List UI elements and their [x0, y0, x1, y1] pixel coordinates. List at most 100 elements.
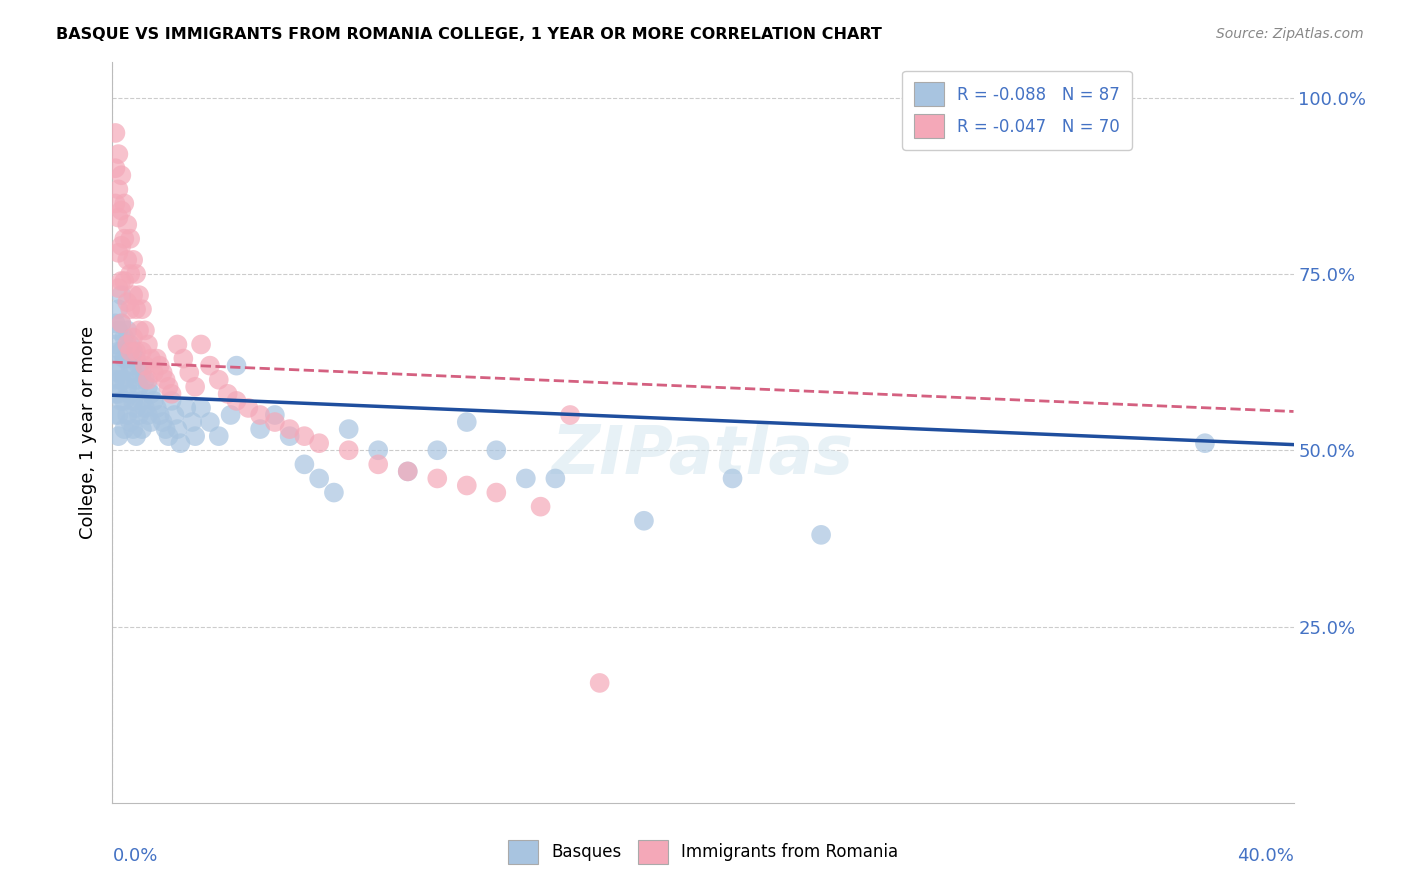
- Point: [278, 429, 301, 443]
- Point: [107, 344, 129, 359]
- Point: [117, 295, 138, 310]
- Point: [125, 401, 148, 415]
- Point: [117, 351, 138, 366]
- Point: [107, 429, 129, 443]
- Point: [128, 380, 150, 394]
- Point: [128, 359, 150, 373]
- Point: [558, 408, 582, 422]
- Point: [152, 366, 174, 380]
- Point: [107, 323, 129, 337]
- Point: [110, 393, 132, 408]
- Text: Source: ZipAtlas.com: Source: ZipAtlas.com: [1216, 27, 1364, 41]
- Point: [104, 126, 127, 140]
- Point: [136, 408, 159, 422]
- Point: [292, 429, 315, 443]
- Text: 0.0%: 0.0%: [112, 847, 157, 865]
- Point: [131, 393, 153, 408]
- Point: [122, 422, 145, 436]
- Point: [292, 458, 315, 472]
- Point: [117, 218, 138, 232]
- Point: [110, 168, 132, 182]
- Point: [184, 429, 207, 443]
- Point: [396, 464, 419, 478]
- Point: [110, 274, 132, 288]
- Point: [219, 408, 242, 422]
- Point: [120, 387, 142, 401]
- Point: [166, 337, 188, 351]
- Point: [721, 471, 744, 485]
- Point: [208, 429, 231, 443]
- Point: [1194, 436, 1216, 450]
- Point: [238, 401, 260, 415]
- Point: [367, 443, 389, 458]
- Point: [367, 458, 389, 472]
- Point: [117, 252, 138, 267]
- Point: [264, 408, 287, 422]
- Point: [174, 401, 197, 415]
- Point: [136, 373, 159, 387]
- Point: [120, 302, 142, 317]
- Point: [529, 500, 551, 514]
- Point: [112, 274, 135, 288]
- Point: [112, 232, 135, 246]
- Y-axis label: College, 1 year or more: College, 1 year or more: [79, 326, 97, 539]
- Point: [128, 288, 150, 302]
- Point: [208, 373, 231, 387]
- Point: [134, 373, 156, 387]
- Point: [166, 422, 188, 436]
- Point: [112, 422, 135, 436]
- Point: [131, 344, 153, 359]
- Point: [396, 464, 419, 478]
- Point: [120, 267, 142, 281]
- Point: [157, 429, 180, 443]
- Point: [149, 408, 172, 422]
- Point: [117, 337, 138, 351]
- Point: [485, 443, 508, 458]
- Point: [122, 366, 145, 380]
- Point: [136, 337, 159, 351]
- Point: [104, 337, 127, 351]
- Point: [225, 393, 247, 408]
- Point: [120, 415, 142, 429]
- Point: [155, 373, 177, 387]
- Point: [163, 408, 186, 422]
- Point: [107, 281, 129, 295]
- Point: [198, 359, 221, 373]
- Point: [125, 267, 148, 281]
- Point: [128, 408, 150, 422]
- Point: [249, 422, 271, 436]
- Point: [104, 387, 127, 401]
- Point: [633, 514, 655, 528]
- Point: [155, 422, 177, 436]
- Point: [146, 401, 169, 415]
- Point: [117, 408, 138, 422]
- Point: [120, 359, 142, 373]
- Point: [308, 471, 330, 485]
- Point: [190, 401, 212, 415]
- Point: [131, 302, 153, 317]
- Point: [112, 393, 135, 408]
- Point: [198, 415, 221, 429]
- Point: [110, 288, 132, 302]
- Point: [117, 380, 138, 394]
- Point: [134, 323, 156, 337]
- Point: [104, 408, 127, 422]
- Point: [128, 323, 150, 337]
- Point: [278, 422, 301, 436]
- Point: [112, 330, 135, 344]
- Point: [323, 485, 346, 500]
- Point: [125, 351, 148, 366]
- Point: [308, 436, 330, 450]
- Point: [426, 471, 449, 485]
- Point: [134, 359, 156, 373]
- Point: [110, 239, 132, 253]
- Point: [810, 528, 832, 542]
- Point: [104, 161, 127, 176]
- Point: [172, 351, 194, 366]
- Point: [104, 373, 127, 387]
- Point: [107, 366, 129, 380]
- Point: [184, 380, 207, 394]
- Point: [139, 351, 162, 366]
- Point: [112, 196, 135, 211]
- Point: [104, 196, 127, 211]
